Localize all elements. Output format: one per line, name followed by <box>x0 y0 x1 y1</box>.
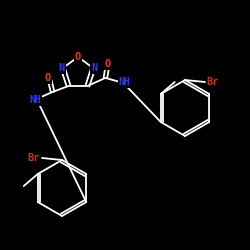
Text: O: O <box>44 73 51 83</box>
Text: NH: NH <box>30 95 42 105</box>
Text: O: O <box>75 52 81 62</box>
Text: N: N <box>59 63 65 73</box>
Text: NH: NH <box>118 77 130 87</box>
Text: O: O <box>104 59 110 69</box>
Text: Br: Br <box>207 77 219 87</box>
Text: N: N <box>91 63 97 73</box>
Text: Br: Br <box>28 153 40 163</box>
